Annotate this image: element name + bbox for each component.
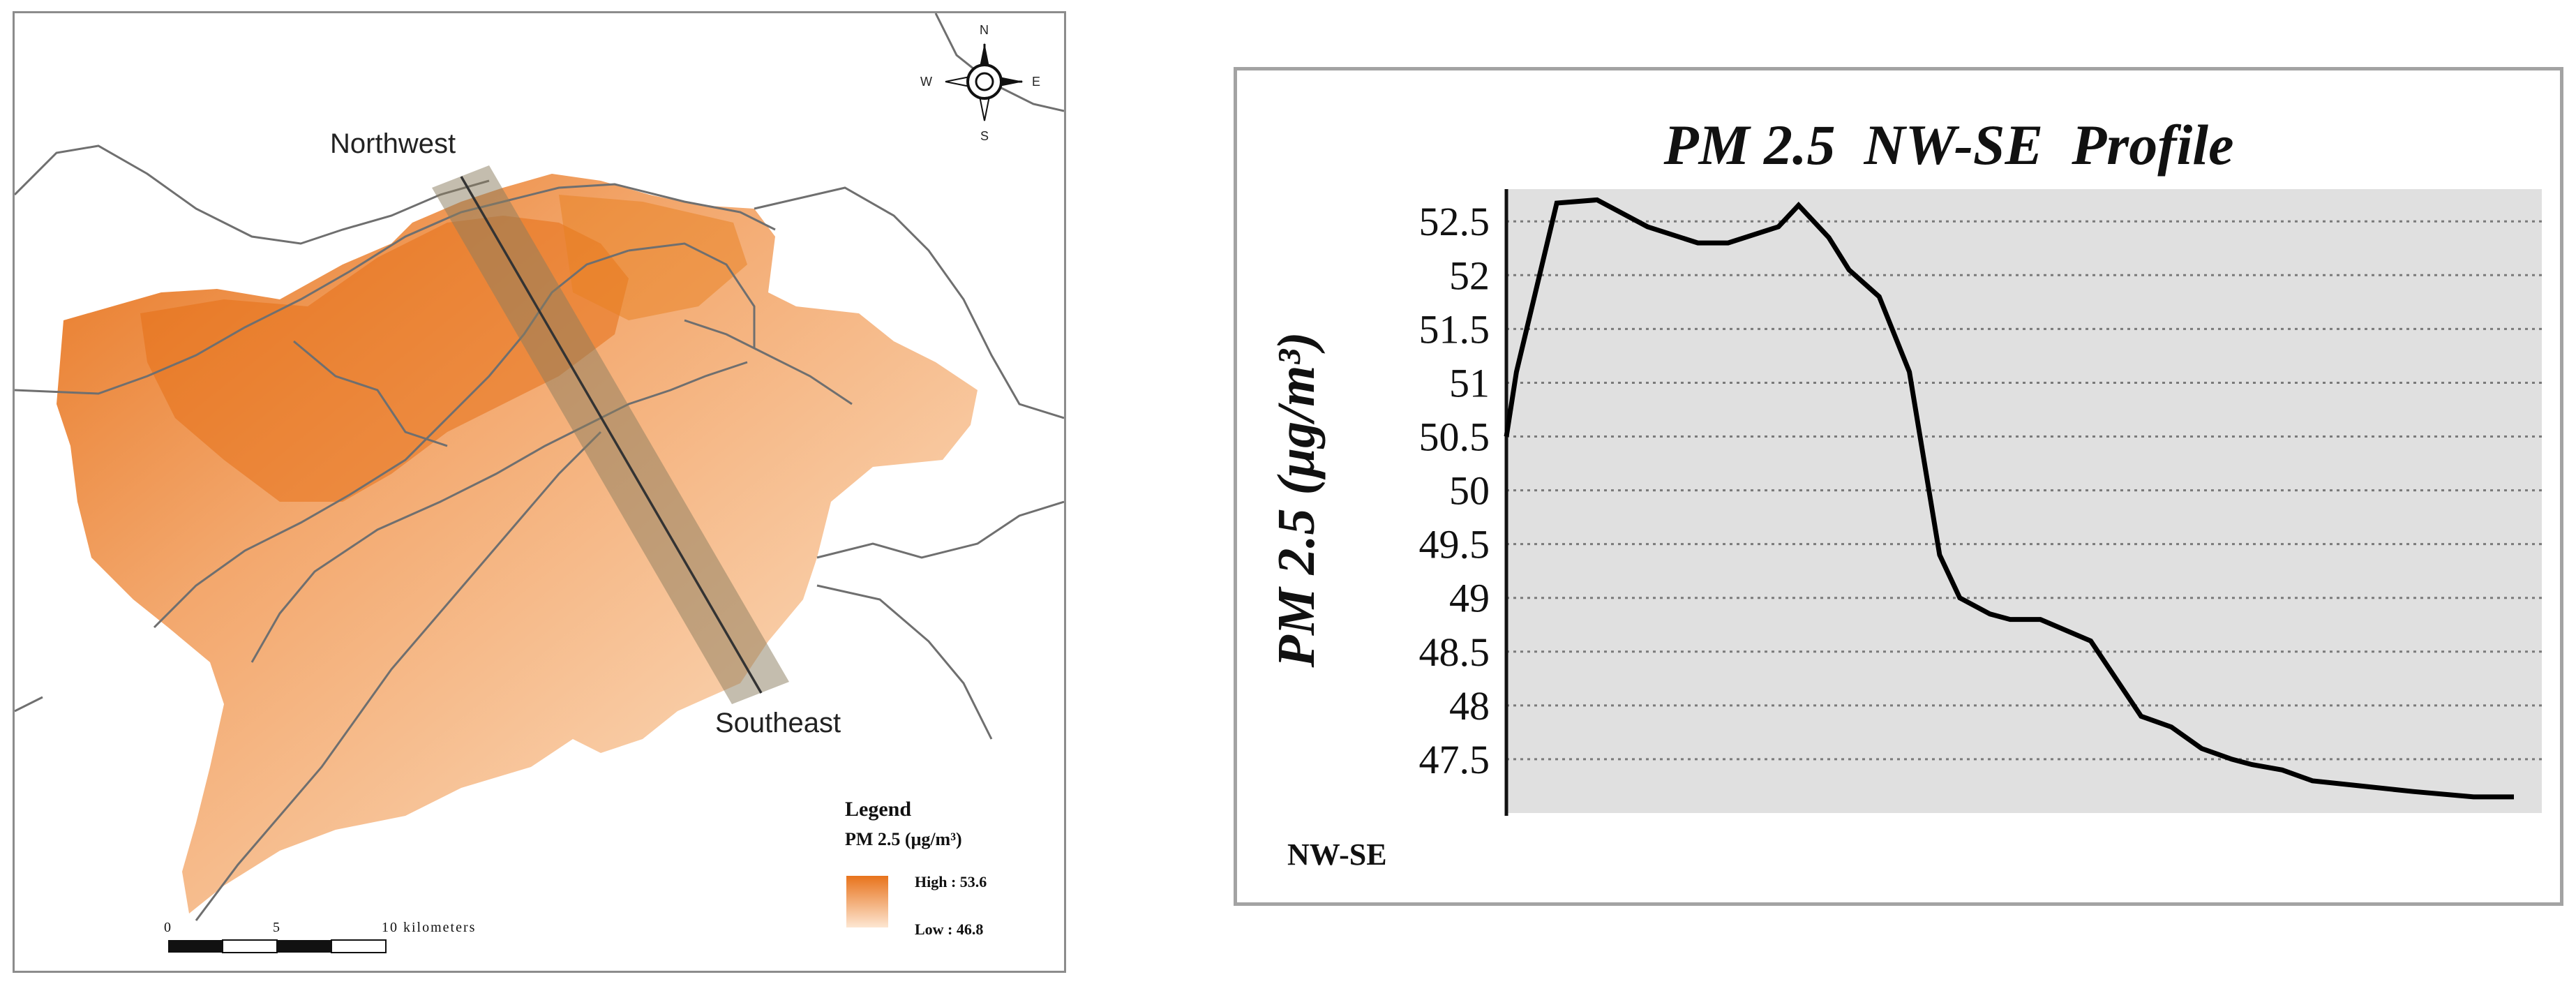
profile-chart: PM 2.5 NW-SE Profile 52.5 52 51.5 51 50.5 50 4… <box>1267 113 2542 872</box>
transect-line <box>460 176 763 694</box>
y-tick-label: 52.5 <box>1419 199 1490 244</box>
label-northwest: Northwest <box>330 128 456 159</box>
plot-area <box>1506 189 2542 813</box>
y-tick-label: 52 <box>1449 253 1490 298</box>
scale-bar <box>168 939 387 953</box>
y-tick-label: 49.5 <box>1419 522 1490 567</box>
grid-lines <box>1506 220 2542 761</box>
y-tick-label: 48 <box>1449 683 1490 729</box>
north-arrow-icon <box>945 43 1024 121</box>
pm25-profile-line <box>1504 197 2514 800</box>
y-tick-label: 51.5 <box>1419 306 1490 352</box>
legend-high: High : 53.6 <box>915 873 987 890</box>
compass-e: E <box>1032 75 1040 89</box>
label-southeast: Southeast <box>715 708 841 738</box>
y-tick-label: 47.5 <box>1419 737 1490 782</box>
scale-label-5: 5 <box>273 920 280 935</box>
scale-label-10: 10 kilometers <box>382 920 476 935</box>
pm25-map: Northwest Southeast N S E W Legend PM 2.… <box>15 13 1064 953</box>
x-axis-label: NW-SE <box>1287 837 1387 872</box>
y-tick-labels: 52.5 52 51.5 51 50.5 50 49.5 49 48.5 48 47.5 <box>1419 199 1490 782</box>
legend-low: Low : 46.8 <box>915 920 983 938</box>
y-tick-label: 48.5 <box>1419 629 1490 675</box>
y-tick-label: 51 <box>1449 360 1490 405</box>
district-boundaries <box>15 13 1064 921</box>
y-axis-label: PM 2.5 (μg/m³) <box>1267 332 1326 669</box>
scale-label-0: 0 <box>164 920 171 935</box>
legend-color-ramp <box>846 876 888 927</box>
y-tick-label: 49 <box>1449 576 1490 621</box>
compass-n: N <box>980 23 989 37</box>
compass-s: S <box>980 129 989 143</box>
y-tick-label: 50.5 <box>1419 415 1490 460</box>
compass-w: W <box>920 75 932 89</box>
y-tick-label: 50 <box>1449 468 1490 514</box>
profile-chart-panel: PM 2.5 NW-SE Profile 52.5 52 51.5 51 50.5 50 4… <box>1234 67 2563 906</box>
pm25-hotspot-east <box>559 195 747 320</box>
chart-title: PM 2.5 NW-SE Profile <box>1663 113 2234 177</box>
legend-title: Legend <box>845 798 911 821</box>
legend-subtitle: PM 2.5 (μg/m³) <box>845 829 962 849</box>
map-panel: Northwest Southeast N S E W Legend PM 2.… <box>13 11 1066 973</box>
